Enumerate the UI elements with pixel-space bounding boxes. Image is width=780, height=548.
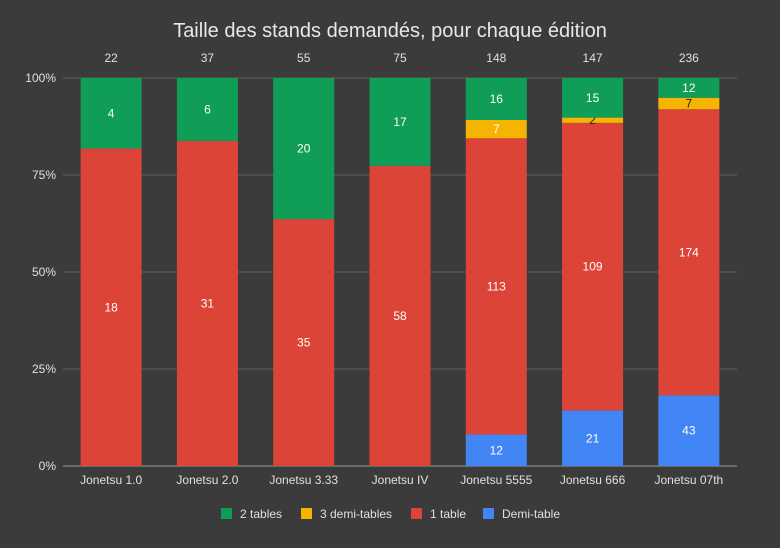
x-tick-label: Jonetsu 5555 [460, 473, 532, 487]
data-label: 43 [682, 424, 696, 438]
bar-segment [273, 78, 335, 220]
bar-segment [658, 97, 720, 110]
legend-swatch [411, 508, 422, 519]
x-tick-label: Jonetsu 1.0 [80, 473, 142, 487]
bar-segment [465, 138, 527, 435]
data-label: 16 [490, 92, 504, 106]
data-label: 12 [682, 81, 696, 95]
data-label: 7 [493, 122, 500, 136]
total-label: 148 [486, 51, 506, 65]
data-label: 15 [586, 91, 600, 105]
legend-label: 1 table [430, 507, 466, 521]
bar-segment [658, 78, 720, 98]
total-label: 55 [297, 51, 311, 65]
legend-label: 3 demi-tables [320, 507, 392, 521]
bar-segment [80, 148, 142, 466]
data-label: 58 [393, 309, 407, 323]
total-label: 22 [104, 51, 118, 65]
bar-segment [465, 78, 527, 120]
data-label: 174 [679, 245, 699, 259]
x-tick-label: Jonetsu 3.33 [269, 473, 338, 487]
data-label: 2 [589, 113, 596, 127]
bar-segment [80, 78, 142, 149]
bar-segment [562, 122, 624, 411]
y-axis: 0% 25% 50% 75% 100% [25, 71, 56, 473]
y-tick-label: 75% [32, 168, 56, 182]
y-tick-label: 25% [32, 362, 56, 376]
bar-segment [562, 117, 624, 123]
x-tick-label: Jonetsu IV [372, 473, 429, 487]
legend-label: Demi-table [502, 507, 560, 521]
data-label: 6 [204, 102, 211, 116]
y-tick-label: 50% [32, 265, 56, 279]
bar-segment [465, 434, 527, 466]
bar-segment [369, 165, 431, 467]
legend-swatch [301, 508, 312, 519]
total-label: 75 [393, 51, 407, 65]
bar-segment [658, 395, 720, 466]
data-label: 20 [297, 142, 311, 156]
bar-segment [273, 219, 335, 466]
data-label: 109 [583, 260, 603, 274]
bar-segment [176, 140, 238, 466]
bar-segment [176, 78, 238, 141]
x-tick-label: Jonetsu 2.0 [176, 473, 238, 487]
data-label: 31 [201, 296, 215, 310]
chart-title: Taille des stands demandés, pour chaque … [173, 20, 607, 42]
bar-segment [465, 119, 527, 139]
data-label: 12 [490, 443, 504, 457]
data-label: 18 [104, 300, 118, 314]
data-label: 21 [586, 431, 600, 445]
legend-swatch [483, 508, 494, 519]
data-label: 35 [297, 336, 311, 350]
data-label: 113 [487, 279, 506, 293]
x-tick-label: Jonetsu 07th [654, 473, 723, 487]
bar-segment [658, 109, 720, 396]
data-label: 4 [108, 106, 115, 120]
bar-segment [562, 78, 624, 118]
data-label: 17 [393, 115, 407, 129]
legend: 2 tables 3 demi-tables 1 table Demi-table [221, 507, 560, 521]
bar-segment [369, 78, 431, 166]
x-axis: Jonetsu 1.0 Jonetsu 2.0 Jonetsu 3.33 Jonets… [80, 473, 723, 487]
legend-label: 2 tables [240, 507, 282, 521]
total-labels: 22 37 55 75 148 147 236 [104, 51, 699, 65]
bar-segment [562, 410, 624, 466]
data-label: 7 [686, 96, 693, 110]
y-tick-label: 100% [25, 71, 56, 85]
total-label: 147 [583, 51, 603, 65]
legend-swatch [221, 508, 232, 519]
total-label: 37 [201, 51, 215, 65]
x-tick-label: Jonetsu 666 [560, 473, 626, 487]
total-label: 236 [679, 51, 699, 65]
y-tick-label: 0% [39, 459, 57, 473]
